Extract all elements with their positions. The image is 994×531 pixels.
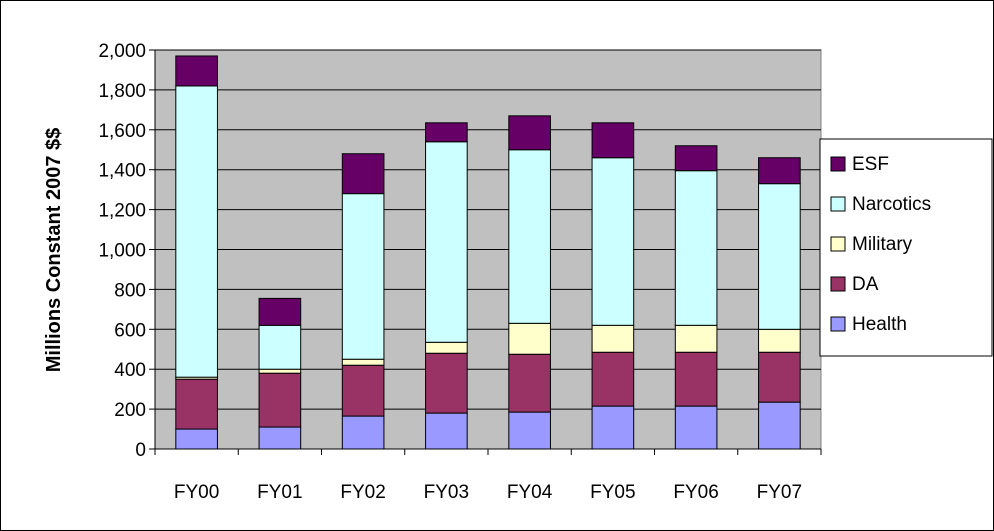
y-tick-label: 1,400 bbox=[98, 161, 146, 182]
bar-segment-narcotics-fy05 bbox=[591, 157, 635, 326]
bar-segment-esf-fy07 bbox=[758, 157, 801, 185]
bar-segment-da-fy04 bbox=[508, 353, 551, 413]
bar-segment-military-fy02 bbox=[341, 358, 385, 366]
bar-segment-health-fy07 bbox=[758, 401, 801, 450]
x-tick-label: FY03 bbox=[424, 482, 469, 503]
x-tick-labels: FY00 FY01 FY02 FY03 FY04 FY05 FY06 FY07 bbox=[154, 449, 822, 503]
x-tick-label: FY04 bbox=[507, 482, 553, 503]
y-axis-label: Millions Constant 2007 $$ bbox=[43, 128, 65, 373]
y-tick-label: 200 bbox=[114, 400, 146, 421]
bar-segment-da-fy06 bbox=[674, 351, 718, 407]
bar-segment-health-fy06 bbox=[674, 405, 718, 450]
bar-segment-da-fy01 bbox=[258, 372, 302, 428]
bar-segment-esf-fy03 bbox=[425, 122, 468, 143]
bar-segment-military-fy03 bbox=[425, 341, 468, 354]
bar-segment-military-fy05 bbox=[591, 324, 635, 353]
legend-box bbox=[819, 138, 993, 357]
x-tick-label: FY07 bbox=[757, 482, 802, 503]
legend-label-da: DA bbox=[852, 274, 879, 295]
legend-label-military: Military bbox=[852, 234, 913, 255]
bar-segment-narcotics-fy06 bbox=[674, 170, 718, 326]
legend-swatch-narcotics bbox=[830, 196, 846, 212]
bar-segment-da-fy05 bbox=[591, 351, 635, 407]
x-tick-label: FY06 bbox=[673, 482, 718, 503]
bar-segment-health-fy02 bbox=[341, 415, 385, 450]
y-tick-label: 1,800 bbox=[98, 81, 146, 102]
legend-label-health: Health bbox=[852, 314, 907, 335]
bar-segment-narcotics-fy01 bbox=[258, 324, 302, 370]
y-tick-label: 800 bbox=[114, 280, 146, 301]
y-tick-label: 2,000 bbox=[98, 41, 146, 62]
bar-segment-esf-fy05 bbox=[591, 122, 635, 159]
x-tick-label: FY00 bbox=[174, 482, 219, 503]
bar-segment-narcotics-fy07 bbox=[758, 183, 801, 330]
bar-segment-narcotics-fy03 bbox=[425, 141, 468, 343]
bar-segment-military-fy04 bbox=[508, 322, 551, 355]
bar-segment-health-fy05 bbox=[591, 405, 635, 450]
bar-segment-health-fy04 bbox=[508, 411, 551, 450]
bar-segment-military-fy01 bbox=[258, 368, 302, 374]
plot-area bbox=[154, 49, 822, 450]
bar-segment-da-fy02 bbox=[341, 364, 385, 417]
bar-segment-esf-fy01 bbox=[258, 297, 302, 326]
bar-segment-narcotics-fy04 bbox=[508, 149, 551, 324]
y-tick-label: 400 bbox=[114, 360, 146, 381]
legend-swatch-esf bbox=[830, 156, 846, 172]
bars bbox=[175, 55, 801, 450]
bar-segment-military-fy07 bbox=[758, 328, 801, 353]
bar-segment-health-fy00 bbox=[175, 428, 218, 450]
x-tick-label: FY02 bbox=[340, 482, 385, 503]
y-tick-label: 1,600 bbox=[98, 121, 146, 142]
y-tick-label: 1,200 bbox=[98, 201, 146, 222]
bar-segment-da-fy03 bbox=[425, 352, 468, 414]
bar-segment-da-fy07 bbox=[758, 351, 801, 403]
bar-segment-esf-fy06 bbox=[674, 145, 718, 172]
bar-segment-esf-fy02 bbox=[341, 153, 385, 195]
y-tick-label: 0 bbox=[135, 440, 146, 461]
legend-label-narcotics: Narcotics bbox=[852, 194, 931, 215]
bar-segment-esf-fy00 bbox=[175, 55, 218, 87]
x-tick-label: FY01 bbox=[257, 482, 302, 503]
bar-segment-health-fy01 bbox=[258, 426, 302, 450]
bar-segment-narcotics-fy00 bbox=[175, 85, 218, 378]
legend-swatch-military bbox=[830, 236, 846, 252]
bar-segment-da-fy00 bbox=[175, 378, 218, 430]
legend-swatch-health bbox=[830, 316, 846, 332]
bar-segment-military-fy06 bbox=[674, 324, 718, 353]
bar-segment-narcotics-fy02 bbox=[341, 193, 385, 360]
y-tick-label: 1,000 bbox=[98, 241, 146, 262]
x-tick-label: FY05 bbox=[590, 482, 635, 503]
y-tick-label: 600 bbox=[114, 320, 146, 341]
legend: ESF Narcotics Military DA Health bbox=[819, 138, 993, 357]
y-tick-labels: 0 200 400 600 800 1,000 1,200 1,400 1,600 1,800 2,… bbox=[98, 41, 155, 461]
bar-segment-esf-fy04 bbox=[508, 115, 551, 151]
legend-swatch-da bbox=[830, 276, 846, 292]
bar-segment-health-fy03 bbox=[425, 412, 468, 450]
legend-label-esf: ESF bbox=[852, 154, 889, 175]
